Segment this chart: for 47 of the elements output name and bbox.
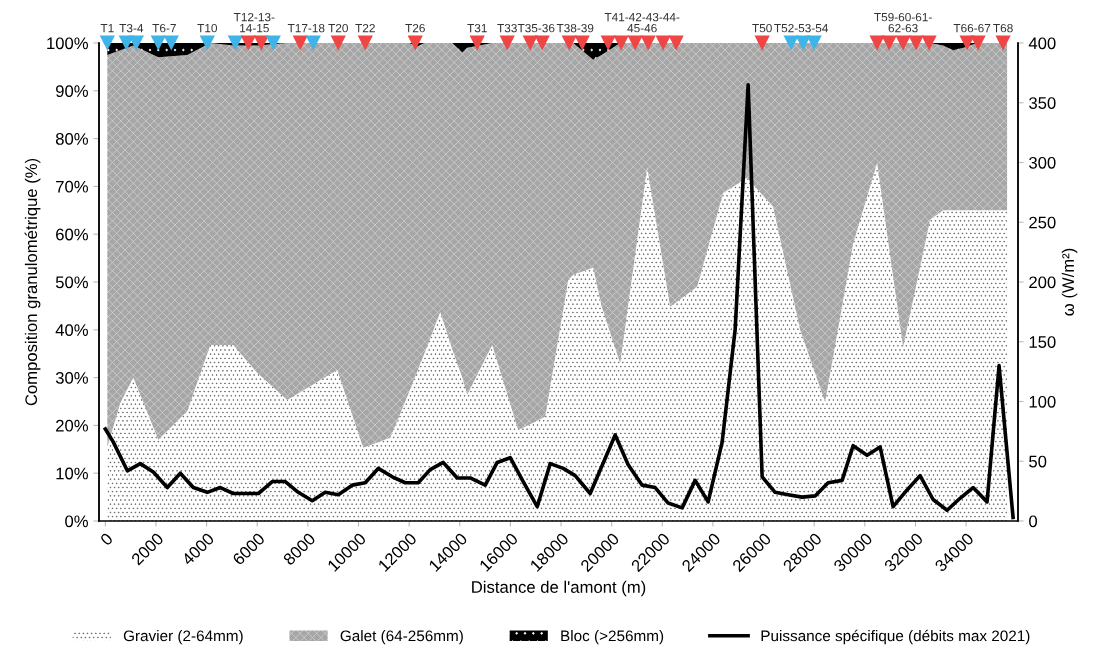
legend-label: Gravier (2-64mm)	[123, 630, 243, 645]
annotation: T33	[497, 23, 517, 33]
annotation: T50	[752, 23, 772, 33]
annotation: T26	[405, 23, 425, 33]
annotation: T68	[993, 23, 1013, 33]
y-tick-label: 100%	[47, 37, 88, 50]
y2-tick-label: 150	[1029, 336, 1056, 348]
annotation: T17-18	[287, 23, 325, 33]
x-axis-title: Distance de l'amont (m)	[472, 580, 646, 597]
y2-tick-label: 50	[1029, 455, 1047, 468]
y-tick-label: 20%	[56, 419, 88, 432]
annotation: T3-4	[119, 23, 144, 33]
annotation: T20	[328, 23, 348, 33]
y2-axis-title: ω (W/m²)	[1061, 248, 1078, 316]
annotation: T31	[467, 23, 487, 33]
annotation: T35-36	[517, 23, 555, 33]
annotation: T6-7	[152, 23, 176, 33]
annotation: T66-67	[953, 23, 991, 33]
y-tick-label: 70%	[56, 180, 88, 193]
y2-tick-label: 200	[1029, 276, 1056, 289]
annotation: T1	[100, 24, 114, 33]
y-tick-label: 10%	[56, 467, 88, 480]
x-tick-label: 0	[99, 532, 114, 547]
y-tick-label: 30%	[55, 372, 88, 384]
annotation: T22	[355, 23, 375, 33]
annotation: T52-53-54	[774, 23, 829, 33]
y2-tick-label: 250	[1029, 216, 1056, 229]
y-tick-label: 40%	[55, 324, 88, 336]
y-tick-label: 60%	[56, 228, 88, 241]
legend-label: Bloc (>256mm)	[561, 630, 664, 645]
y-tick-label: 0%	[65, 515, 88, 528]
y-tick-label: 50%	[55, 276, 88, 289]
y2-tick-label: 350	[1029, 97, 1056, 109]
legend-label: Galet (64-256mm)	[340, 630, 463, 645]
legend-label: Puissance spécifique (débits max 2021)	[761, 629, 1030, 645]
annotation: T10	[197, 23, 218, 33]
y2-tick-label: 400	[1028, 37, 1056, 50]
y2-tick-label: 100	[1029, 395, 1056, 408]
y-tick-label: 90%	[56, 85, 88, 97]
annotation: T12-13- 14-15	[233, 12, 275, 33]
annotation: T38-39	[556, 23, 594, 33]
y2-tick-label: 300	[1029, 156, 1056, 169]
annotation: T59-60-61- 62-63	[874, 12, 932, 33]
y2-tick-label: 0	[1029, 515, 1038, 528]
y-tick-label: 80%	[55, 133, 88, 145]
annotation: T41-42-43-44- 45-46	[604, 12, 680, 33]
y-axis-title: Composition granulométrique (%)	[24, 158, 41, 406]
